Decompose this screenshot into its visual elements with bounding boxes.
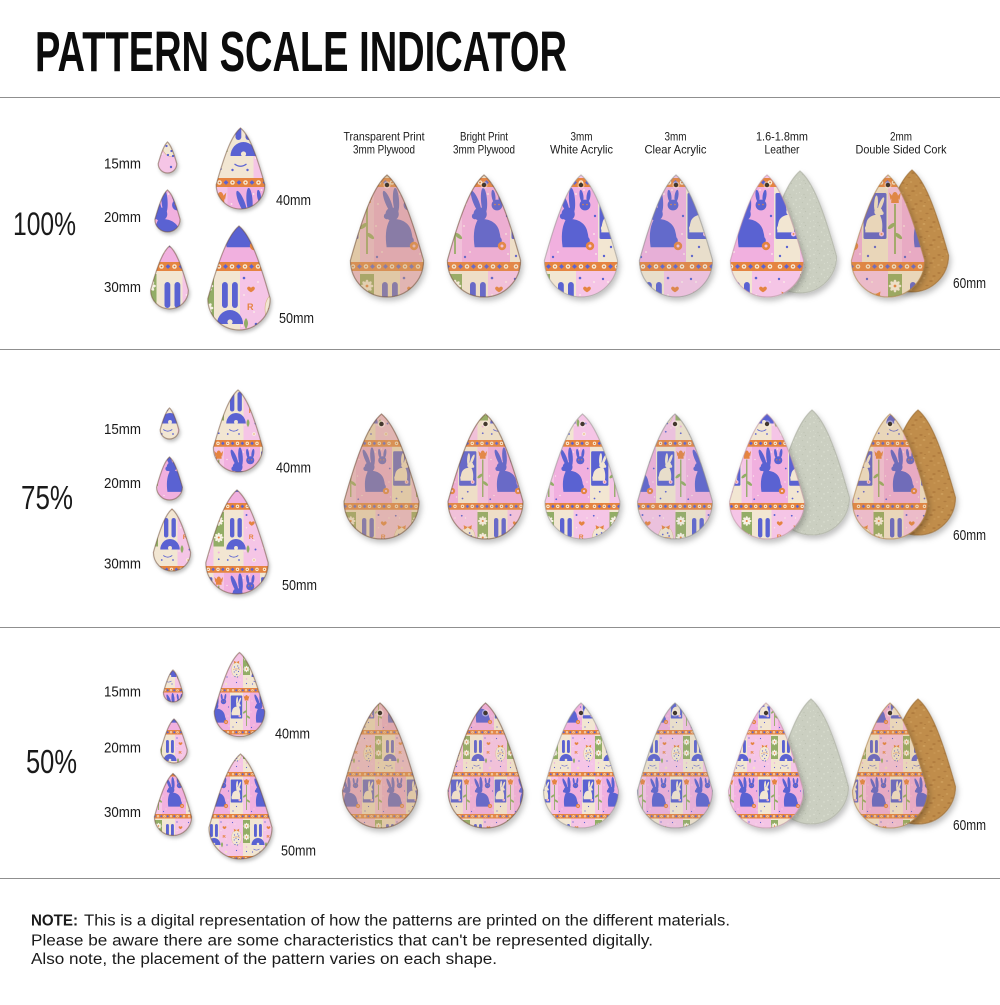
svg-text:30mm: 30mm [104, 804, 141, 821]
svg-text:20mm: 20mm [104, 740, 141, 757]
svg-text:15mm: 15mm [104, 421, 141, 438]
svg-text:20mm: 20mm [104, 209, 141, 226]
svg-text:PATTERN SCALE INDICATOR: PATTERN SCALE INDICATOR [35, 20, 567, 84]
svg-text:30mm: 30mm [104, 279, 141, 296]
svg-text:15mm: 15mm [104, 156, 141, 173]
svg-text:60mm: 60mm [953, 527, 986, 544]
svg-text:NOTE:This is a digital represe: NOTE: This is a digital representation of… [31, 913, 730, 930]
svg-text:1.6-1.8mm: 1.6-1.8mm [756, 130, 808, 144]
svg-text:50%: 50% [26, 743, 77, 780]
svg-text:3mm: 3mm [665, 130, 687, 144]
svg-text:Please be aware there are some: Please be aware there are some character… [31, 933, 653, 950]
svg-text:20mm: 20mm [104, 475, 141, 492]
svg-text:100%: 100% [13, 206, 76, 242]
svg-text:50mm: 50mm [281, 843, 316, 860]
svg-text:75%: 75% [21, 479, 73, 516]
svg-text:Also note, the placement of th: Also note, the placement of the pattern … [31, 951, 497, 968]
svg-text:2mm: 2mm [890, 130, 912, 144]
svg-text:3mm Plywood: 3mm Plywood [453, 143, 515, 157]
svg-text:60mm: 60mm [953, 817, 986, 834]
svg-text:60mm: 60mm [953, 275, 986, 292]
svg-text:Transparent Print: Transparent Print [344, 130, 426, 144]
svg-text:40mm: 40mm [276, 460, 311, 477]
svg-text:3mm: 3mm [571, 130, 593, 144]
svg-text:50mm: 50mm [279, 310, 314, 327]
svg-text:50mm: 50mm [282, 577, 317, 594]
svg-text:Double Sided Cork: Double Sided Cork [856, 143, 948, 157]
svg-text:40mm: 40mm [275, 726, 310, 743]
svg-text:15mm: 15mm [104, 684, 141, 701]
svg-text:Bright Print: Bright Print [460, 130, 509, 144]
svg-text:Clear Acrylic: Clear Acrylic [645, 143, 707, 157]
svg-text:30mm: 30mm [104, 556, 141, 573]
svg-text:3mm Plywood: 3mm Plywood [353, 143, 415, 157]
svg-text:White Acrylic: White Acrylic [550, 143, 613, 157]
svg-text:40mm: 40mm [276, 192, 311, 209]
svg-text:Leather: Leather [765, 143, 800, 157]
